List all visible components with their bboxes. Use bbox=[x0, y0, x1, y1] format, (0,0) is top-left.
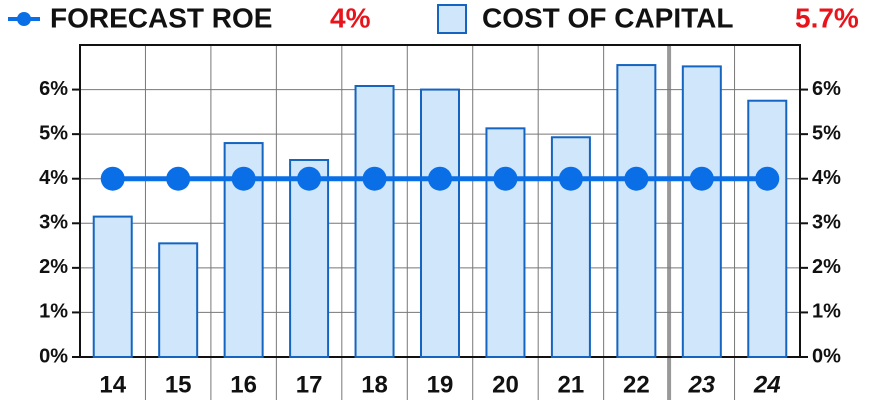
y2-tick-label: 6% bbox=[812, 78, 841, 100]
bar bbox=[616, 64, 657, 359]
y2-tick-label: 3% bbox=[812, 212, 841, 234]
bar bbox=[92, 215, 133, 358]
x-tick-label: 14 bbox=[99, 371, 126, 398]
legend-marker bbox=[17, 12, 31, 26]
x-tick-label: 18 bbox=[361, 371, 388, 398]
y-tick-label: 4% bbox=[39, 167, 68, 189]
bar bbox=[420, 88, 460, 358]
y-tick-label: 0% bbox=[39, 345, 68, 367]
point bbox=[689, 166, 714, 191]
bar bbox=[747, 99, 788, 358]
y-tick-label: 6% bbox=[39, 78, 68, 100]
legend-label: FORECAST ROE bbox=[50, 2, 272, 33]
x-tick-label: 20 bbox=[492, 371, 519, 398]
bar bbox=[485, 127, 526, 358]
x-tick-label: 22 bbox=[623, 371, 650, 398]
point bbox=[166, 166, 191, 191]
y2-tick-label: 5% bbox=[812, 122, 841, 144]
legend-summary: 5.7% bbox=[795, 2, 859, 33]
x-tick-label: 17 bbox=[296, 371, 323, 398]
x-tick-label: 24 bbox=[753, 371, 781, 398]
x-tick-label: 23 bbox=[687, 371, 715, 398]
point bbox=[231, 166, 256, 191]
legend-label: COST OF CAPITAL bbox=[482, 2, 733, 33]
bar bbox=[289, 158, 330, 358]
point bbox=[100, 166, 125, 191]
bar bbox=[158, 242, 199, 358]
y-tick-label: 2% bbox=[39, 256, 68, 278]
legend-swatch bbox=[437, 4, 467, 34]
bar bbox=[354, 85, 395, 359]
y2-tick-label: 4% bbox=[812, 167, 841, 189]
point bbox=[362, 166, 387, 191]
y2-tick-label: 0% bbox=[812, 345, 841, 367]
y2-tick-label: 2% bbox=[812, 256, 841, 278]
x-tick-label: 15 bbox=[165, 371, 192, 398]
x-tick-label: 16 bbox=[230, 371, 257, 398]
x-tick-label: 19 bbox=[427, 371, 454, 398]
y-tick-label: 3% bbox=[39, 212, 68, 234]
point bbox=[558, 166, 583, 191]
bar bbox=[681, 65, 722, 358]
point bbox=[493, 166, 518, 191]
x-tick-label: 21 bbox=[558, 371, 585, 398]
y2-tick-label: 1% bbox=[812, 301, 841, 323]
y-tick-label: 1% bbox=[39, 301, 68, 323]
point bbox=[755, 166, 780, 191]
y-tick-label: 5% bbox=[39, 122, 68, 144]
point bbox=[297, 166, 322, 191]
legend-summary: 4% bbox=[330, 2, 371, 33]
point bbox=[428, 166, 452, 191]
point bbox=[624, 166, 649, 191]
